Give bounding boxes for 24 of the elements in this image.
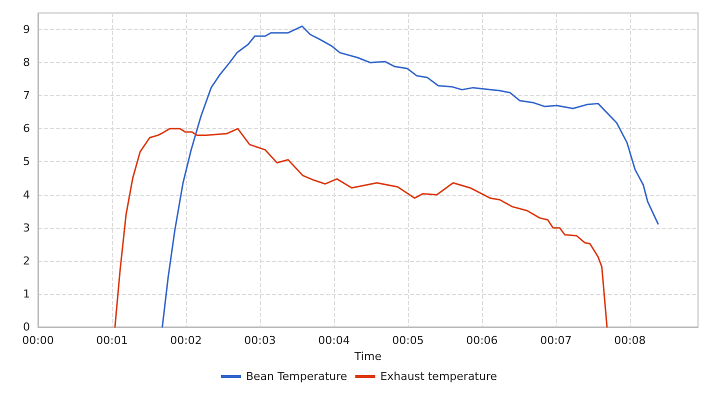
legend-label: Exhaust temperature (380, 370, 498, 383)
x-tick-label: 00:02 (170, 334, 202, 347)
y-tick-label: 2 (23, 254, 30, 268)
legend-label: Bean Temperature (246, 370, 348, 383)
x-tick-label: 00:00 (22, 334, 54, 347)
line-series (114, 128, 608, 328)
x-tick-label: 00:01 (96, 334, 128, 347)
x-tick-label: 00:03 (244, 334, 276, 347)
x-axis-title: Time (354, 350, 382, 363)
y-tick-label: 9 (23, 23, 30, 36)
x-tick-label: 00:05 (392, 334, 424, 347)
y-tick-label: 5 (23, 155, 30, 168)
y-tick-label: 4 (23, 188, 30, 202)
x-tick-label: 00:04 (318, 334, 350, 347)
y-tick-label: 6 (23, 122, 30, 136)
line-series (162, 25, 659, 328)
x-tick-label: 00:08 (614, 334, 646, 347)
y-tick-label: 1 (23, 287, 30, 300)
y-tick-label: 8 (23, 56, 30, 70)
y-tick-label: 7 (23, 89, 30, 102)
y-tick-label: 3 (23, 221, 30, 234)
y-tick-label: 0 (23, 320, 30, 334)
x-tick-label: 00:07 (540, 334, 572, 347)
x-tick-label: 00:06 (466, 334, 498, 347)
